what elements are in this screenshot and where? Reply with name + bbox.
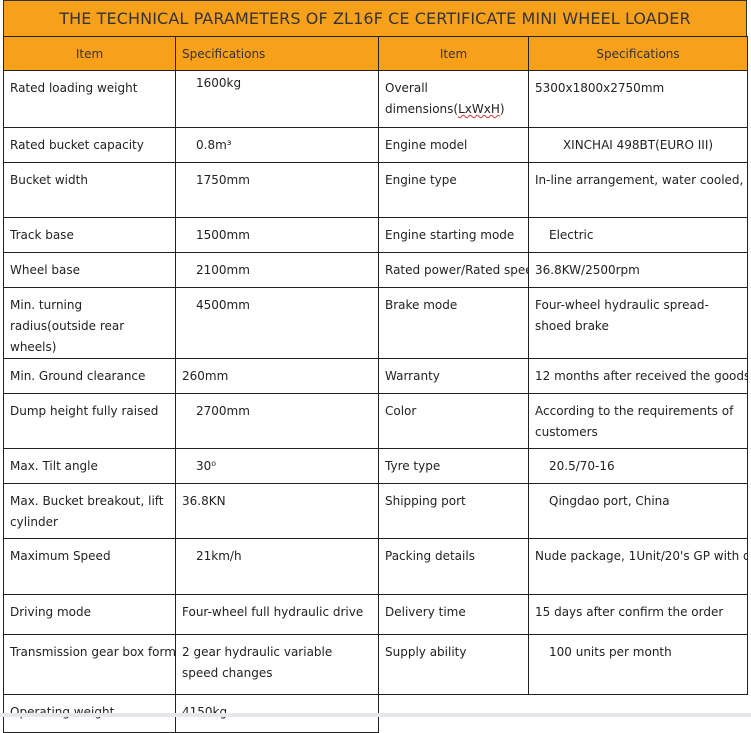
item-name: Track base	[3, 217, 176, 253]
item-name: Supply ability	[378, 634, 529, 695]
table-row: Dump height fully raised 2700mm Color Accor…	[3, 393, 748, 449]
item-name: Min. turning radius(outside rear wheels)	[3, 287, 176, 359]
item-spec: 1500mm	[175, 217, 379, 253]
item-spec: Nude package, 1Unit/20's GP with disasse…	[528, 538, 748, 595]
spec-table: Item Specifications Item Specifications …	[3, 36, 748, 733]
item-name: Maximum Speed	[3, 538, 176, 595]
bottom-scrollbar[interactable]	[0, 713, 751, 717]
item-name: Delivery time	[378, 594, 529, 635]
item-name: Shipping port	[378, 483, 529, 539]
table-row: Wheel base 2100mm Rated power/Rated speed 3…	[3, 252, 748, 288]
item-spec: 12 months after received the goods	[528, 358, 748, 394]
table-row: Track base 1500mm Engine starting mode Elec…	[3, 217, 748, 253]
table-row: Driving mode Four-wheel full hydraulic dr…	[3, 594, 748, 635]
item-spec: 0.8m³	[175, 127, 379, 163]
item-name: Engine model	[378, 127, 529, 163]
item-name: Rated power/Rated speed	[378, 252, 529, 288]
item-spec: Four-wheel hydraulic spread-shoed brake	[528, 287, 748, 359]
item-spec: According to the requirements of custome…	[528, 393, 748, 449]
item-spec: 36.8KN	[175, 483, 379, 539]
item-name: Warranty	[378, 358, 529, 394]
item-spec: In-line arrangement, water cooled, four-…	[528, 162, 748, 218]
header-item-2: Item	[378, 36, 529, 71]
item-name: Packing details	[378, 538, 529, 595]
item-spec: XINCHAI 498BT(EURO III)	[528, 127, 748, 163]
item-spec: Qingdao port, China	[528, 483, 748, 539]
table-row: Rated loading weight 1600kg Overall dimensi…	[3, 70, 748, 128]
item-spec: 36.8KW/2500rpm	[528, 252, 748, 288]
item-spec: 30⁰	[175, 448, 379, 484]
item-name: Overall dimensions(LxWxH)	[378, 70, 529, 128]
item-name: Rated loading weight	[3, 70, 176, 128]
item-spec: 5300x1800x2750mm	[528, 70, 748, 128]
item-spec: 1750mm	[175, 162, 379, 218]
item-spec: 15 days after confirm the order	[528, 594, 748, 635]
item-spec: 2700mm	[175, 393, 379, 449]
header-spec: Specifications	[175, 36, 379, 71]
item-spec: 100 units per month	[528, 634, 748, 695]
table-row: Rated bucket capacity 0.8m³ Engine model XI…	[3, 127, 748, 163]
item-spec: 20.5/70-16	[528, 448, 748, 484]
table-row: Maximum Speed 21km/h Packing details Nude p…	[3, 538, 748, 595]
item-spec: 2 gear hydraulic variable speed changes	[175, 634, 379, 695]
item-name: Max. Bucket breakout, lift cylinder	[3, 483, 176, 539]
item-name: Wheel base	[3, 252, 176, 288]
page-title: THE TECHNICAL PARAMETERS OF ZL16F CE CER…	[3, 0, 747, 36]
table-row: Bucket width 1750mm Engine type In-line arr…	[3, 162, 748, 218]
table-row: Max. Tilt angle 30⁰ Tyre type 20.5/70-16	[3, 448, 748, 484]
item-name: Dump height fully raised	[3, 393, 176, 449]
item-spec: 260mm	[175, 358, 379, 394]
header-spec-2: Specifications	[528, 36, 748, 71]
item-name: Engine starting mode	[378, 217, 529, 253]
item-name: Engine type	[378, 162, 529, 218]
item-spec: Four-wheel full hydraulic drive	[175, 594, 379, 635]
item-spec: 2100mm	[175, 252, 379, 288]
item-name: Transmission gear box form	[3, 634, 176, 695]
dimension-label: LxWxH	[458, 102, 500, 116]
table-row: Max. Bucket breakout, lift cylinder 36.8K…	[3, 483, 748, 539]
item-spec: 21km/h	[175, 538, 379, 595]
item-name: Color	[378, 393, 529, 449]
item-spec: 1600kg	[175, 70, 379, 128]
item-spec: Electric	[528, 217, 748, 253]
spec-sheet: THE TECHNICAL PARAMETERS OF ZL16F CE CER…	[3, 0, 748, 733]
item-name: Min. Ground clearance	[3, 358, 176, 394]
table-row: Min. turning radius(outside rear wheels)…	[3, 287, 748, 359]
table-header-row: Item Specifications Item Specifications	[3, 36, 748, 71]
item-name: Max. Tilt angle	[3, 448, 176, 484]
item-name: Bucket width	[3, 162, 176, 218]
table-row: Min. Ground clearance 260mm Warranty 12 mon…	[3, 358, 748, 394]
item-name: Rated bucket capacity	[3, 127, 176, 163]
table-row: Transmission gear box form 2 gear hydraul…	[3, 634, 748, 695]
header-item: Item	[3, 36, 176, 71]
item-spec: 4500mm	[175, 287, 379, 359]
item-name: Tyre type	[378, 448, 529, 484]
item-name: Brake mode	[378, 287, 529, 359]
item-name: Driving mode	[3, 594, 176, 635]
